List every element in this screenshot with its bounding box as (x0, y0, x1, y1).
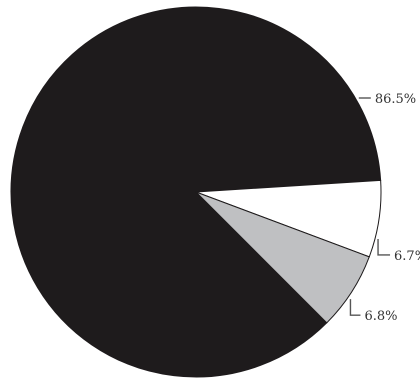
slice-label-6-7: 6.7% (394, 249, 420, 264)
pie-slice-6-8- (195, 191, 370, 324)
slice-label-6-8: 6.8% (364, 309, 397, 324)
leader-line-6-8 (349, 299, 361, 316)
slice-leader-lines (349, 97, 391, 316)
leader-line-6-7 (377, 238, 391, 256)
pie-slices (10, 6, 382, 378)
slice-label-86-5: 86.5% (375, 92, 416, 107)
